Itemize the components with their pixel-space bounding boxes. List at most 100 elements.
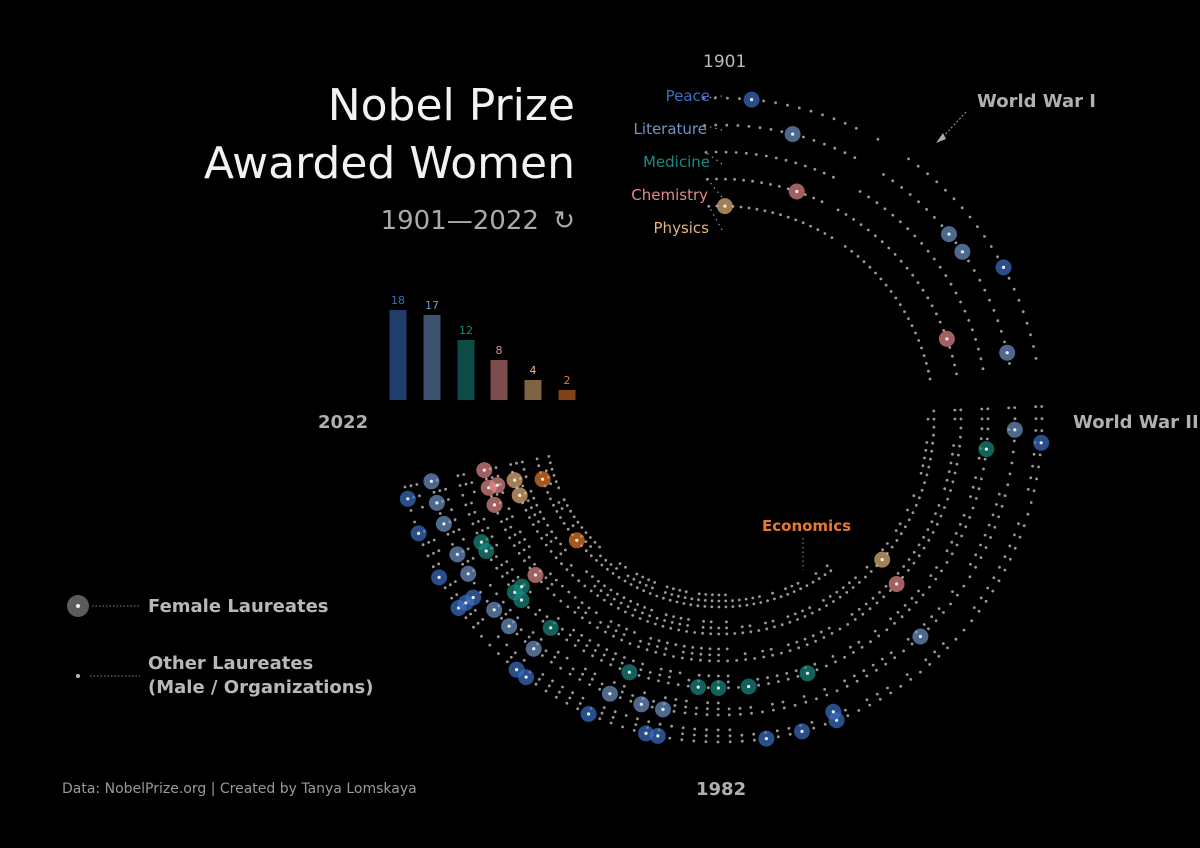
- laureate-dot: [921, 288, 925, 292]
- laureate-dot: [1031, 464, 1034, 468]
- laureate-dot: [907, 157, 910, 161]
- laureate-dot: [521, 484, 525, 488]
- laureate-dot: [794, 669, 798, 673]
- laureate-dot: [528, 516, 531, 519]
- laureate-dot: [921, 593, 925, 597]
- laureate-dot: [925, 362, 928, 365]
- laureate-dot: [633, 631, 636, 634]
- laureate-dot: [581, 696, 585, 700]
- laureate-dot: [817, 577, 821, 580]
- laureate-dot: [681, 726, 685, 730]
- laureate-dot: [606, 593, 609, 597]
- laureate-dot: [962, 584, 966, 588]
- laureate-dot: [726, 680, 730, 684]
- laureate-dot: [555, 510, 559, 513]
- chart-title-line1: Nobel Prize: [327, 80, 575, 131]
- laureate-dot: [552, 593, 556, 597]
- laureate-dot: [725, 620, 728, 624]
- female-laureate-center: [495, 483, 499, 487]
- laureate-dot: [878, 697, 882, 701]
- female-laureate-center: [484, 549, 488, 553]
- laureate-dot: [731, 605, 735, 608]
- laureate-dot: [692, 739, 696, 743]
- laureate-dot: [935, 180, 939, 184]
- laureate-dot: [780, 130, 784, 134]
- laureate-dot: [709, 620, 713, 624]
- laureate-dot: [823, 142, 826, 146]
- laureate-dot: [962, 628, 966, 632]
- laureate-dot: [527, 545, 531, 548]
- laureate-dot: [747, 206, 751, 210]
- laureate-dot: [977, 487, 981, 491]
- laureate-dot: [891, 179, 895, 183]
- laureate-dot: [781, 700, 785, 704]
- laureate-dot: [871, 663, 875, 667]
- laureate-dot: [554, 480, 558, 484]
- laureate-dot: [953, 408, 957, 412]
- laureate-dot: [510, 568, 514, 571]
- laureate-dot: [906, 227, 910, 231]
- laureate-dot: [979, 556, 983, 559]
- laureate-dot: [638, 617, 642, 620]
- laureate-dot: [727, 707, 731, 711]
- laureate-dot: [714, 150, 718, 154]
- laureate-dot: [717, 626, 721, 630]
- laureate-dot: [1003, 568, 1007, 572]
- laureate-dot: [533, 513, 537, 517]
- laureate-dot: [580, 526, 584, 529]
- female-laureate-center: [723, 204, 727, 208]
- laureate-dot: [864, 602, 868, 606]
- refresh-icon[interactable]: ↻: [553, 206, 575, 236]
- ring-economics: [535, 455, 833, 609]
- laureate-dot: [926, 528, 930, 531]
- laureate-dot: [849, 645, 852, 649]
- female-laureate-center: [661, 707, 665, 712]
- laureate-dot: [490, 535, 494, 538]
- laureate-dot: [470, 481, 474, 484]
- laureate-dot: [623, 579, 627, 583]
- laureate-dot: [876, 137, 880, 141]
- laureate-dot: [795, 640, 799, 644]
- laureate-dot: [889, 617, 892, 621]
- laureate-dot: [993, 525, 997, 529]
- laureate-dot: [724, 599, 728, 603]
- laureate-dot: [663, 653, 666, 656]
- laureate-dot: [609, 721, 613, 725]
- laureate-dot: [875, 668, 878, 672]
- laureate-dot: [711, 593, 714, 597]
- laureate-dot: [988, 298, 991, 302]
- laureate-dot: [769, 183, 772, 186]
- laureate-dot: [907, 317, 910, 320]
- laureate-dot: [922, 623, 926, 626]
- laureate-dot: [1003, 340, 1006, 344]
- laureate-dot: [951, 590, 954, 593]
- laureate-dot: [742, 178, 745, 182]
- laureate-dot: [666, 641, 669, 645]
- laureate-dot: [910, 324, 914, 328]
- laureate-dot: [641, 611, 644, 615]
- laureate-dot: [566, 605, 570, 609]
- laureate-dot: [822, 599, 825, 602]
- laureate-dot: [716, 701, 720, 705]
- laureate-dot: [811, 580, 815, 584]
- laureate-dot: [580, 601, 584, 605]
- laureate-dot: [749, 706, 753, 709]
- laureate-dot: [636, 603, 639, 606]
- laureate-dot: [769, 127, 773, 131]
- laureate-dot: [554, 536, 558, 540]
- laureate-dot: [977, 347, 980, 351]
- laureate-dot: [799, 587, 802, 591]
- laureate-dot: [968, 516, 972, 519]
- laureate-dot: [996, 255, 999, 259]
- laureate-dot: [972, 606, 976, 609]
- laureate-dot: [578, 702, 582, 705]
- laureate-dot: [477, 520, 480, 523]
- laureate-dot: [494, 466, 498, 469]
- laureate-dot: [515, 461, 518, 465]
- laureate-dot: [669, 669, 672, 673]
- laureate-dot: [599, 621, 602, 624]
- laureate-dot: [986, 586, 990, 590]
- laureate-dot: [984, 599, 988, 603]
